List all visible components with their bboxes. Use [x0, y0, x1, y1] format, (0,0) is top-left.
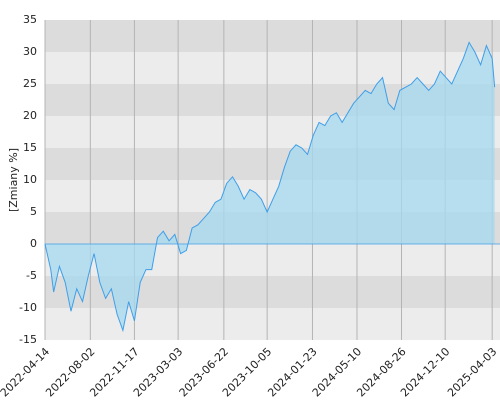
y-tick-label: 25 — [23, 77, 37, 90]
y-tick-label: 15 — [23, 141, 37, 154]
band — [45, 308, 500, 340]
band — [45, 52, 500, 84]
line — [44, 41, 496, 333]
x-tick-label: 2025-04-03 — [445, 345, 499, 399]
band — [45, 20, 500, 52]
area — [45, 42, 495, 331]
y-tick-label: 0 — [30, 237, 37, 250]
y-tick-label: 10 — [23, 173, 37, 186]
y-tick-label: -15 — [19, 333, 37, 346]
y-tick-label: 35 — [23, 13, 37, 26]
y-tick-label: -10 — [19, 301, 37, 314]
y-tick-label: 5 — [30, 205, 37, 218]
y-tick-label: -5 — [26, 269, 37, 282]
y-tick-label: 20 — [23, 109, 37, 122]
y-axis-label: [Zmiany %] — [7, 148, 20, 212]
y-tick-label: 30 — [23, 45, 37, 58]
